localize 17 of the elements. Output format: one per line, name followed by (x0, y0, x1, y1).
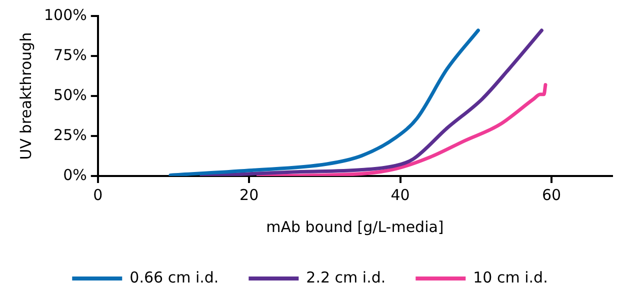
legend-label: 0.66 cm i.d. (130, 268, 219, 286)
x-axis-title: mAb bound [g/L-media] (266, 218, 444, 236)
legend-label: 10 cm i.d. (473, 268, 548, 286)
y-tick-label: 50% (54, 86, 87, 104)
x-tick-label: 0 (93, 186, 103, 204)
y-axis-title: UV breakthrough (16, 32, 35, 160)
line-series (168, 28, 480, 176)
x-tick-label: 20 (240, 186, 259, 204)
y-tick-label: 100% (44, 6, 87, 24)
y-tick-label: 0% (63, 166, 87, 184)
y-tick-label: 75% (54, 46, 87, 64)
x-tick-label: 60 (542, 186, 562, 204)
line-series (256, 83, 548, 176)
line-series (200, 28, 544, 176)
x-tick-label: 40 (390, 186, 410, 204)
legend-label: 2.2 cm i.d. (306, 268, 386, 286)
y-tick-label: 25% (54, 126, 87, 144)
